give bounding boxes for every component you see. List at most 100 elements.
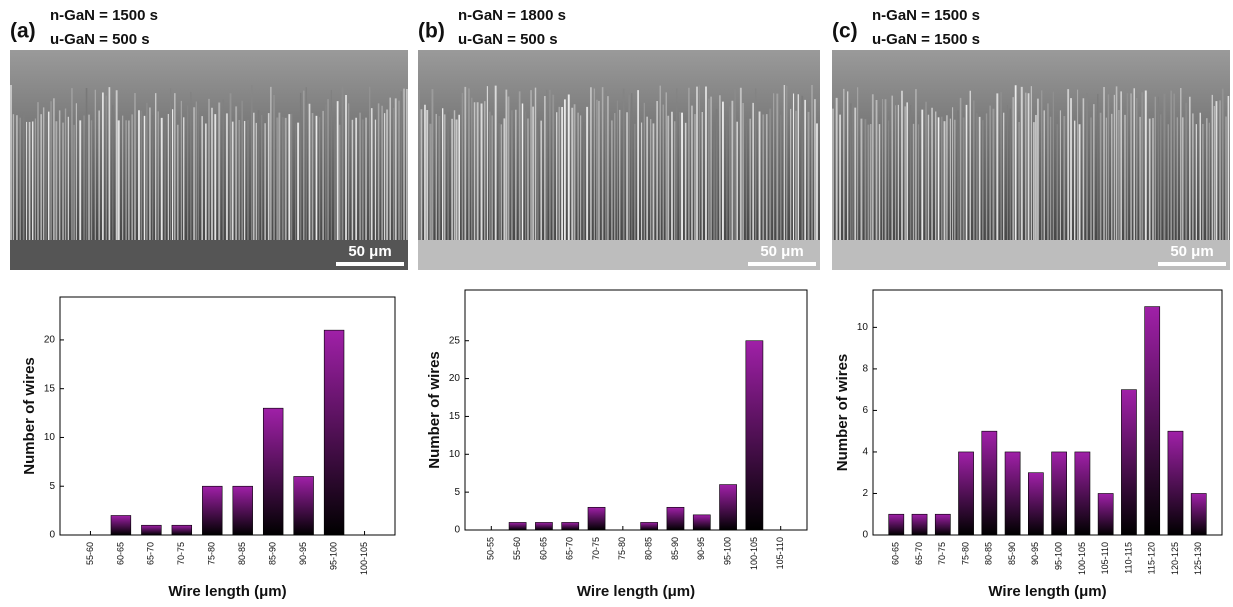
y-tick-label: 10: [857, 322, 869, 333]
y-tick-label: 8: [862, 364, 868, 375]
y-tick-label: 15: [44, 383, 56, 394]
bar: [719, 484, 737, 531]
x-tick-label: 55-60: [512, 537, 522, 560]
x-axis-label: Wire length (μm): [577, 583, 695, 600]
x-tick-label: 80-85: [644, 537, 654, 560]
x-tick-label: 85-90: [268, 542, 278, 565]
y-tick-label: 10: [44, 432, 56, 443]
bar: [323, 329, 345, 536]
bar: [1074, 451, 1091, 536]
bar: [1167, 430, 1184, 536]
sem-image: 50 μm: [10, 50, 408, 270]
x-tick-label: 100-105: [359, 542, 369, 575]
x-tick-label: 80-85: [237, 542, 247, 565]
bar: [171, 524, 193, 536]
x-tick-label: 55-60: [85, 542, 95, 565]
bar: [232, 485, 253, 536]
bar: [888, 513, 905, 536]
bar: [1004, 451, 1021, 536]
bar: [958, 451, 974, 536]
plot-frame: [59, 296, 396, 536]
x-tick-label: 60-65: [538, 537, 548, 560]
condition-text: u-GaN = 500 s: [458, 31, 558, 48]
x-tick-label: 60-65: [891, 542, 901, 565]
x-tick-label: 80-85: [984, 542, 994, 565]
bar: [262, 407, 284, 536]
bar: [934, 513, 951, 536]
x-tick-label: 65-70: [565, 537, 575, 560]
x-tick-label: 110-115: [1123, 542, 1133, 574]
y-tick-label: 20: [44, 335, 56, 346]
x-tick-label: 70-75: [937, 542, 947, 565]
bar: [293, 476, 314, 536]
x-tick-label: 100-105: [749, 537, 759, 570]
bar: [587, 506, 606, 531]
x-tick-label: 95-100: [722, 537, 732, 565]
condition-text: n-GaN = 1500 s: [50, 7, 158, 24]
x-tick-label: 90-95: [298, 542, 308, 565]
x-tick-label: 100-105: [1077, 542, 1087, 575]
scale-bar-label: 50 μm: [760, 243, 803, 260]
bar: [202, 485, 223, 536]
scale-bar-label: 50 μm: [348, 243, 391, 260]
x-tick-label: 50-55: [486, 537, 496, 560]
bar: [110, 515, 132, 536]
y-axis-label: Number of wires: [426, 351, 443, 469]
x-tick-label: 70-75: [176, 542, 186, 565]
sem-image: 50 μm: [418, 50, 820, 270]
y-tick-label: 2: [862, 488, 868, 499]
y-tick-label: 20: [449, 373, 461, 384]
x-tick-label: 85-90: [670, 537, 680, 560]
sem-image: 50 μm: [832, 50, 1230, 270]
y-tick-label: 25: [449, 335, 461, 346]
x-tick-label: 95-100: [328, 542, 338, 570]
x-tick-label: 90-95: [696, 537, 706, 560]
x-tick-label: 75-80: [960, 542, 970, 565]
y-tick-label: 15: [449, 411, 461, 422]
panel-label: (b): [418, 20, 445, 43]
bar: [535, 522, 553, 531]
x-axis-label: Wire length (μm): [168, 583, 286, 600]
y-tick-label: 0: [454, 525, 460, 536]
x-tick-label: 120-125: [1170, 542, 1180, 575]
x-tick-label: 115-120: [1147, 542, 1157, 574]
y-tick-label: 6: [862, 405, 868, 416]
bar: [745, 340, 764, 531]
plot-frame: [872, 289, 1223, 536]
y-tick-label: 5: [454, 487, 460, 498]
x-tick-label: 85-90: [1007, 542, 1017, 565]
bar: [1190, 493, 1207, 536]
x-tick-label: 65-70: [914, 542, 924, 565]
x-tick-label: 75-80: [617, 537, 627, 560]
bar: [508, 522, 527, 531]
bar: [1028, 472, 1044, 536]
x-tick-label: 60-65: [115, 542, 125, 565]
x-tick-label: 65-70: [146, 542, 156, 565]
x-tick-label: 105-110: [1100, 542, 1110, 574]
y-tick-label: 0: [862, 530, 868, 541]
x-tick-label: 95-100: [1054, 542, 1064, 570]
x-tick-label: 75-80: [207, 542, 217, 565]
bar: [1097, 493, 1114, 536]
plot-frame: [464, 289, 808, 531]
condition-text: u-GaN = 500 s: [50, 31, 150, 48]
condition-text: n-GaN = 1500 s: [872, 7, 980, 24]
bar: [1144, 306, 1161, 536]
condition-text: n-GaN = 1800 s: [458, 7, 566, 24]
x-axis-label: Wire length (μm): [988, 583, 1106, 600]
y-axis-label: Number of wires: [21, 357, 38, 475]
x-tick-label: 125-130: [1193, 542, 1203, 575]
bar: [1121, 389, 1137, 536]
bar: [640, 522, 659, 531]
bar: [561, 522, 580, 531]
y-tick-label: 4: [862, 447, 868, 458]
y-tick-label: 5: [49, 481, 55, 492]
panel-label: (c): [832, 20, 858, 43]
y-axis-label: Number of wires: [834, 354, 851, 472]
bar: [981, 430, 998, 536]
y-tick-label: 10: [449, 449, 461, 460]
x-tick-label: 90-95: [1030, 542, 1040, 565]
bar: [666, 506, 685, 531]
x-tick-label: 105-110: [775, 537, 785, 569]
